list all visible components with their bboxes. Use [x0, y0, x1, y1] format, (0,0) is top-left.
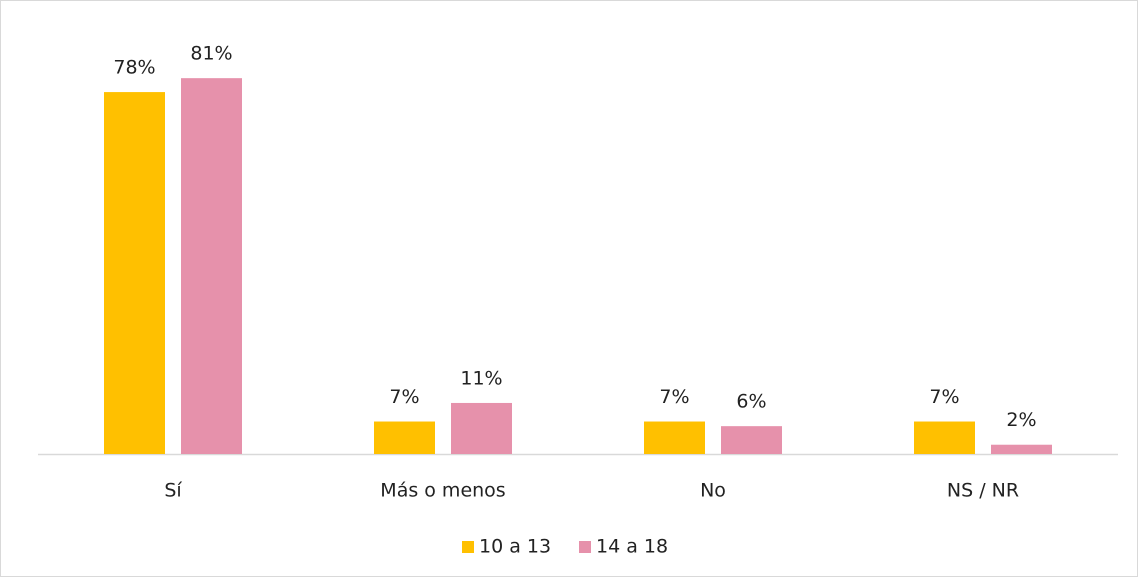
x-tick-label: No — [700, 480, 726, 502]
value-label: 7% — [389, 386, 419, 408]
x-tick-label: Sí — [164, 480, 182, 502]
value-label: 7% — [929, 386, 959, 408]
value-label: 7% — [659, 386, 689, 408]
legend-label: 10 a 13 — [479, 536, 551, 558]
legend-label: 14 a 18 — [596, 536, 668, 558]
value-label: 81% — [190, 43, 232, 65]
bar — [991, 444, 1052, 454]
bar — [644, 421, 705, 454]
x-tick-label: NS / NR — [947, 480, 1019, 502]
bar — [104, 92, 165, 454]
x-tick-label: Más o menos — [380, 480, 505, 502]
bar — [914, 421, 975, 454]
legend-swatch — [579, 541, 591, 553]
bar — [721, 426, 782, 454]
value-label: 6% — [736, 391, 766, 413]
value-label: 2% — [1006, 409, 1036, 431]
legend-swatch — [462, 541, 474, 553]
bar — [451, 402, 512, 454]
bar — [181, 78, 242, 454]
value-label: 78% — [113, 57, 155, 79]
bar — [374, 421, 435, 454]
value-label: 11% — [460, 367, 502, 389]
